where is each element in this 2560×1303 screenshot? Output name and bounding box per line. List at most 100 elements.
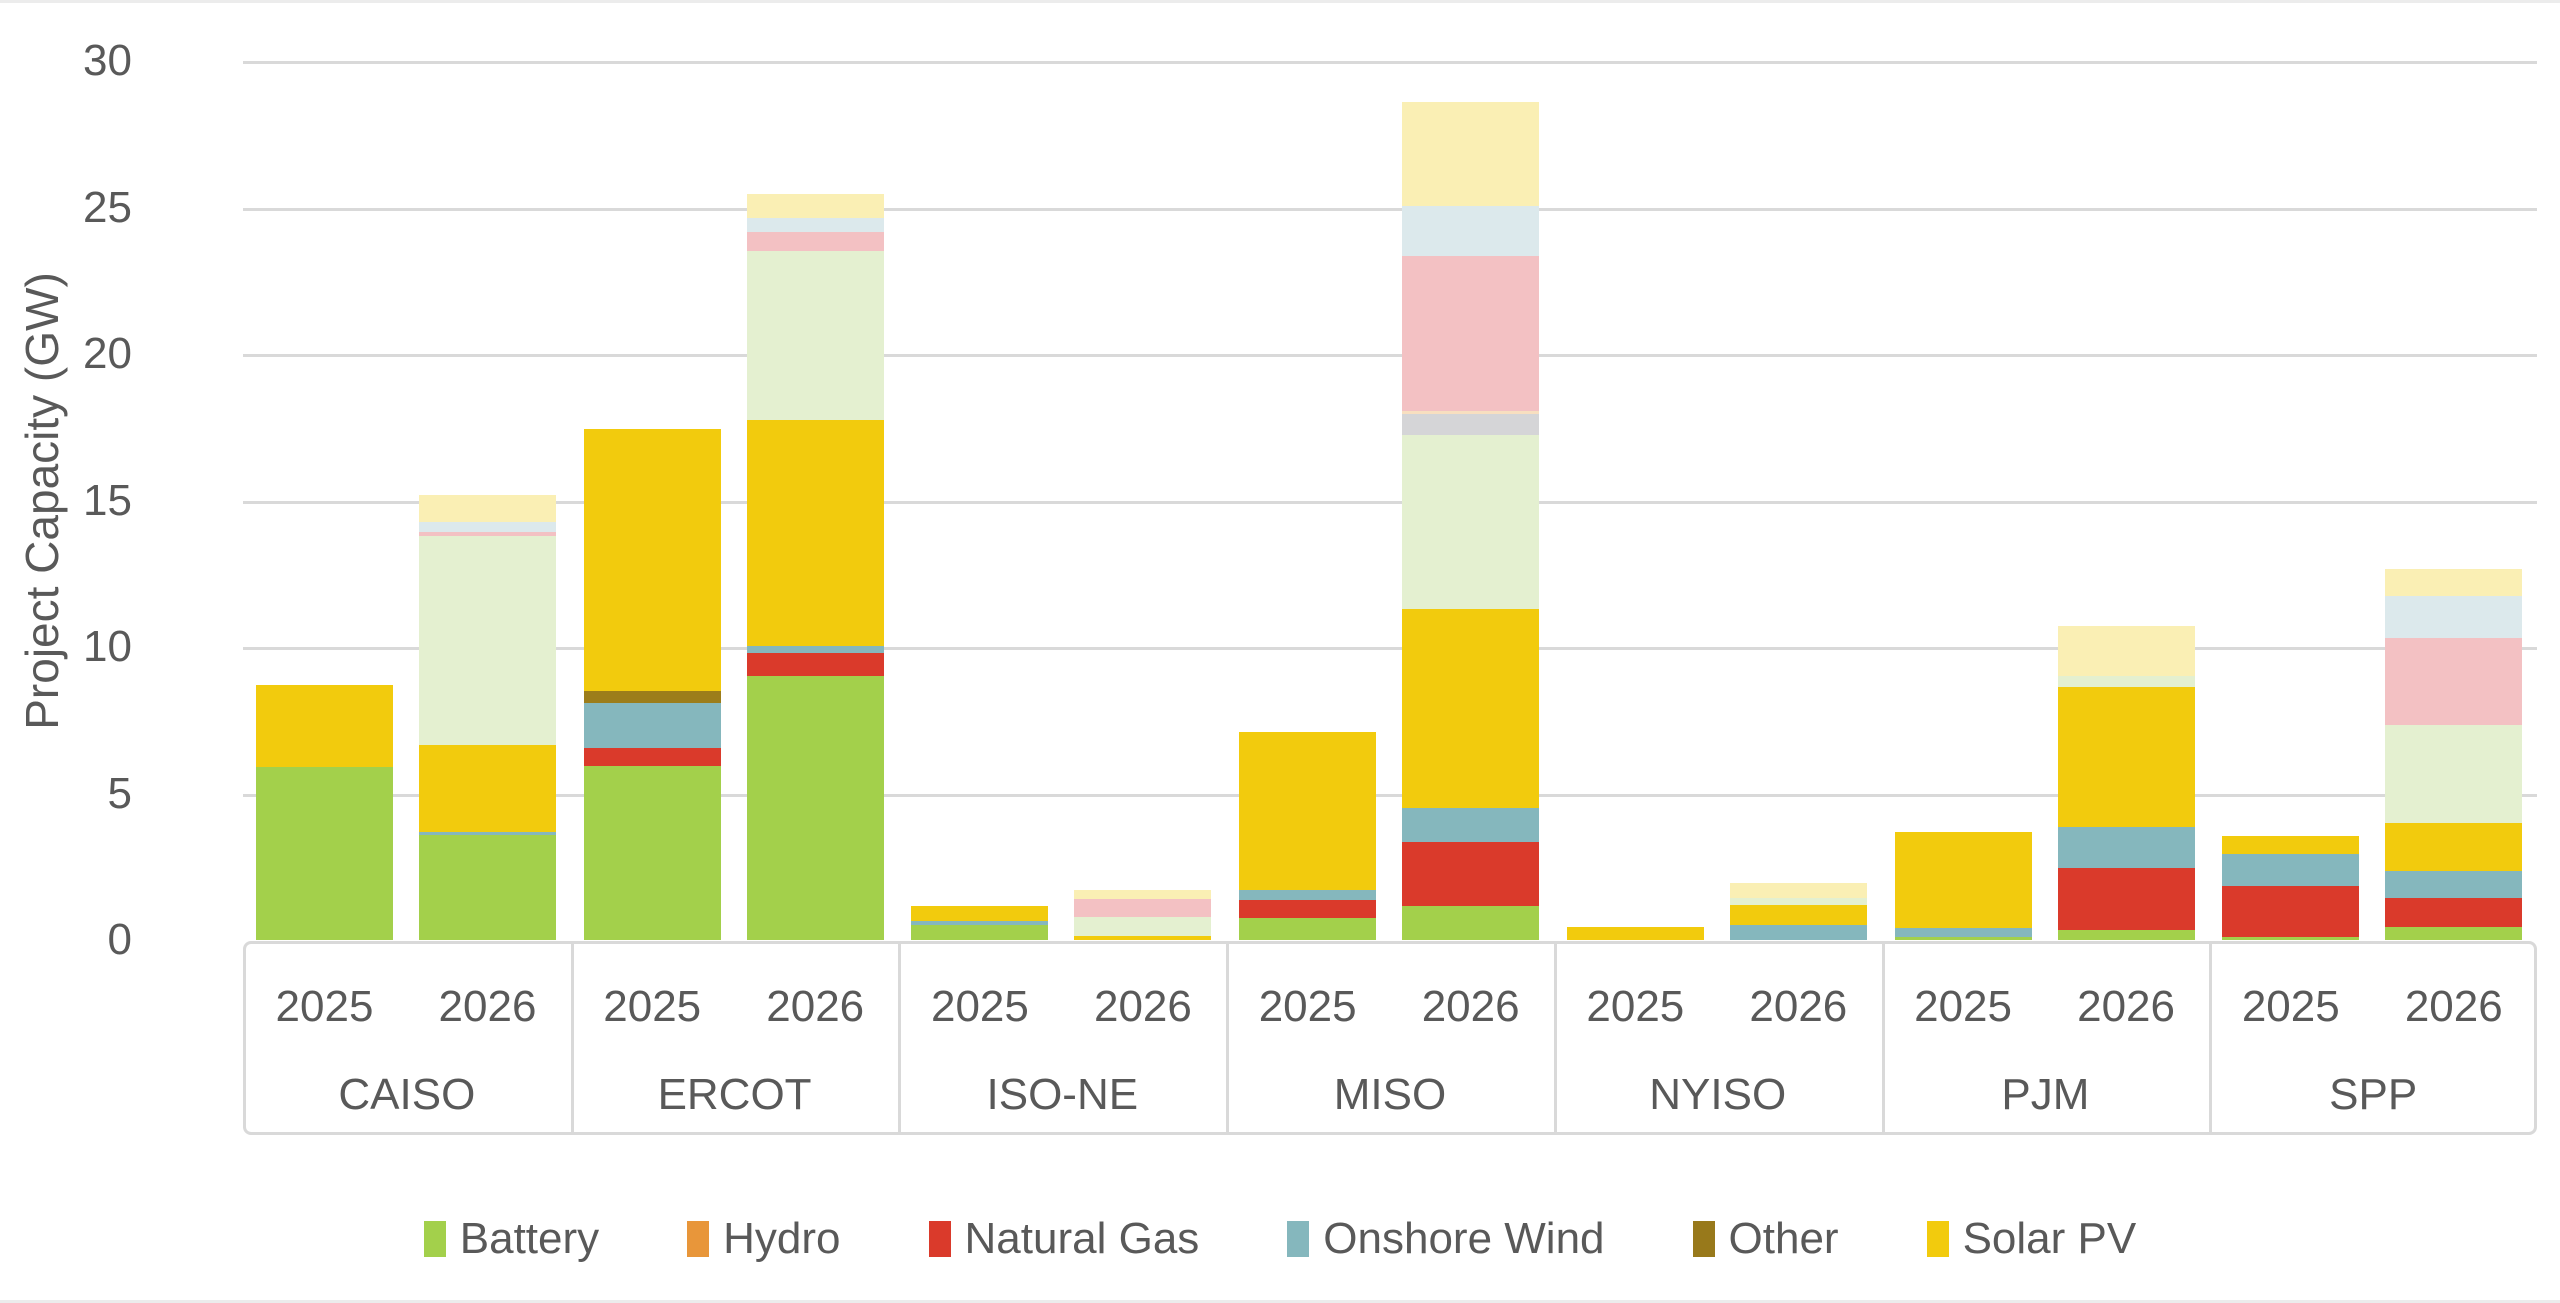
category-band-frame (243, 941, 2537, 1135)
gridline-30 (243, 61, 2537, 64)
bar-segment-ISO-NE-2026-solar-pv-light (1074, 890, 1212, 899)
bar-segment-MISO-2025-natural-gas (1239, 900, 1377, 919)
x-region-label-MISO: MISO (1333, 1070, 1447, 1119)
bar-segment-MISO-2026-onshore-wind-light (1402, 206, 1540, 256)
category-band-divider (2209, 941, 2213, 1135)
bar-segment-ERCOT-2025-natural-gas (583, 748, 721, 766)
legend-item-hydro: Hydro (687, 1214, 841, 1264)
bar-segment-MISO-2026-natural-gas-light (1402, 255, 1540, 412)
legend-label: Other (1728, 1214, 1839, 1263)
bar-segment-ERCOT-2026-battery-light (746, 251, 884, 420)
bar-segment-ERCOT-2026-onshore-wind (746, 645, 884, 653)
bar-segment-SPP-2025-solar-pv (2222, 835, 2360, 854)
bar-segment-MISO-2026-battery-light (1402, 434, 1540, 609)
x-region-label-NYISO: NYISO (1649, 1070, 1787, 1119)
legend-swatch-icon (1926, 1221, 1949, 1257)
gridline-25 (243, 207, 2537, 211)
x-region-label-SPP: SPP (2329, 1070, 2418, 1119)
legend-label: Hydro (723, 1214, 841, 1263)
bar-segment-PJM-2026-solar-pv-light (2057, 626, 2195, 677)
legend-swatch-icon (687, 1221, 710, 1257)
legend-label: Natural Gas (964, 1214, 1200, 1263)
legend-item-solar-pv: Solar PV (1926, 1214, 2137, 1264)
bar-segment-CAISO-2026-natural-gas-light (419, 532, 556, 536)
x-year-label-ERCOT-2025: 2025 (603, 982, 702, 1031)
legend-item-natural-gas: Natural Gas (928, 1214, 1200, 1264)
category-band-divider (570, 941, 574, 1135)
bar-segment-SPP-2026-onshore-wind (2385, 871, 2523, 898)
y-tick-label-15: 15 (83, 475, 132, 525)
bar-segment-CAISO-2025-solar-pv (256, 685, 393, 768)
bar-segment-MISO-2026-solar-pv-light (1402, 102, 1540, 207)
bar-segment-ISO-NE-2026-battery-light (1074, 916, 1212, 936)
x-year-label-ERCOT-2026: 2026 (766, 982, 865, 1031)
category-band-divider (1553, 941, 1557, 1135)
x-year-label-NYISO-2026: 2026 (1749, 982, 1848, 1031)
bar-segment-PJM-2026-battery (2057, 929, 2195, 940)
y-tick-label-25: 25 (83, 182, 132, 232)
bar-segment-NYISO-2026-onshore-wind (1729, 925, 1867, 940)
bar-segment-ISO-NE-2025-solar-pv (911, 906, 1049, 921)
gridline-15 (243, 500, 2537, 504)
bar-segment-CAISO-2026-battery (419, 834, 556, 940)
bar-segment-SPP-2025-natural-gas (2222, 885, 2360, 938)
bar-segment-ERCOT-2025-battery (583, 765, 721, 940)
bar-segment-MISO-2026-onshore-wind (1402, 808, 1540, 842)
bar-segment-SPP-2026-solar-pv (2385, 822, 2523, 872)
bar-segment-PJM-2026-natural-gas (2057, 868, 2195, 930)
category-band-divider (1881, 941, 1885, 1135)
bar-segment-CAISO-2025-battery (256, 767, 393, 940)
bar-segment-ERCOT-2026-solar-pv (746, 419, 884, 646)
bar-segment-ERCOT-2026-solar-pv-light (746, 194, 884, 218)
bar-segment-ERCOT-2025-solar-pv (583, 428, 721, 691)
bar-segment-CAISO-2026-battery-light (419, 535, 556, 746)
gridline-5 (243, 793, 2537, 797)
legend-item-battery: Battery (423, 1214, 600, 1264)
legend-label: Battery (459, 1214, 600, 1263)
bar-segment-SPP-2026-battery-light (2385, 724, 2523, 823)
legend-item-other: Other (1692, 1214, 1839, 1264)
bar-segment-SPP-2025-battery (2222, 937, 2360, 940)
x-region-label-CAISO: CAISO (338, 1070, 476, 1119)
x-year-label-ISO-NE-2025: 2025 (930, 982, 1029, 1031)
x-year-label-PJM-2025: 2025 (1914, 982, 2013, 1031)
bar-segment-ERCOT-2026-natural-gas (746, 652, 884, 677)
x-year-label-CAISO-2026: 2026 (438, 982, 537, 1031)
bar-segment-CAISO-2026-solar-pv-light (419, 494, 556, 523)
legend-label: Solar PV (1962, 1214, 2137, 1263)
x-year-label-MISO-2026: 2026 (1421, 982, 1520, 1031)
legend-swatch-icon (1287, 1221, 1310, 1257)
bar-segment-SPP-2026-solar-pv-light (2385, 569, 2523, 596)
gridline-10 (243, 647, 2537, 650)
bar-segment-SPP-2026-natural-gas (2385, 897, 2523, 927)
bar-segment-PJM-2026-battery-light (2057, 676, 2195, 687)
bar-segment-MISO-2026-natural-gas (1402, 841, 1540, 907)
bar-segment-ISO-NE-2025-battery (911, 925, 1049, 940)
bar-segment-MISO-2026-other-light (1402, 414, 1540, 435)
bar-segment-ERCOT-2025-onshore-wind (583, 702, 721, 749)
legend-label: Onshore Wind (1323, 1214, 1605, 1263)
x-year-label-PJM-2026: 2026 (2077, 982, 2176, 1031)
bar-segment-CAISO-2026-onshore-wind-light (419, 522, 556, 533)
bar-segment-CAISO-2026-solar-pv (419, 745, 556, 832)
legend-item-onshore-wind: Onshore Wind (1287, 1214, 1605, 1264)
gridline-20 (243, 354, 2537, 357)
bar-segment-MISO-2025-battery (1239, 918, 1377, 940)
bar-segment-NYISO-2026-solar-pv (1729, 905, 1867, 926)
x-year-label-CAISO-2025: 2025 (275, 982, 374, 1031)
y-tick-label-10: 10 (83, 622, 132, 671)
legend-swatch-icon (423, 1221, 446, 1257)
x-year-label-NYISO-2025: 2025 (1586, 982, 1685, 1031)
x-year-label-MISO-2025: 2025 (1258, 982, 1357, 1031)
bar-segment-SPP-2026-onshore-wind-light (2385, 595, 2523, 639)
bar-segment-PJM-2025-battery (1894, 937, 2032, 940)
bar-segment-NYISO-2025-solar-pv (1566, 926, 1704, 940)
legend-swatch-icon (1692, 1221, 1715, 1257)
bar-segment-CAISO-2026-onshore-wind (419, 831, 556, 835)
x-year-label-SPP-2026: 2026 (2404, 982, 2503, 1031)
bar-segment-NYISO-2026-solar-pv-light (1729, 883, 1867, 898)
bar-segment-PJM-2026-onshore-wind (2057, 827, 2195, 869)
category-band-divider (898, 941, 902, 1135)
bar-segment-MISO-2026-hydro-light (1402, 411, 1540, 415)
x-year-label-SPP-2025: 2025 (2241, 982, 2340, 1031)
